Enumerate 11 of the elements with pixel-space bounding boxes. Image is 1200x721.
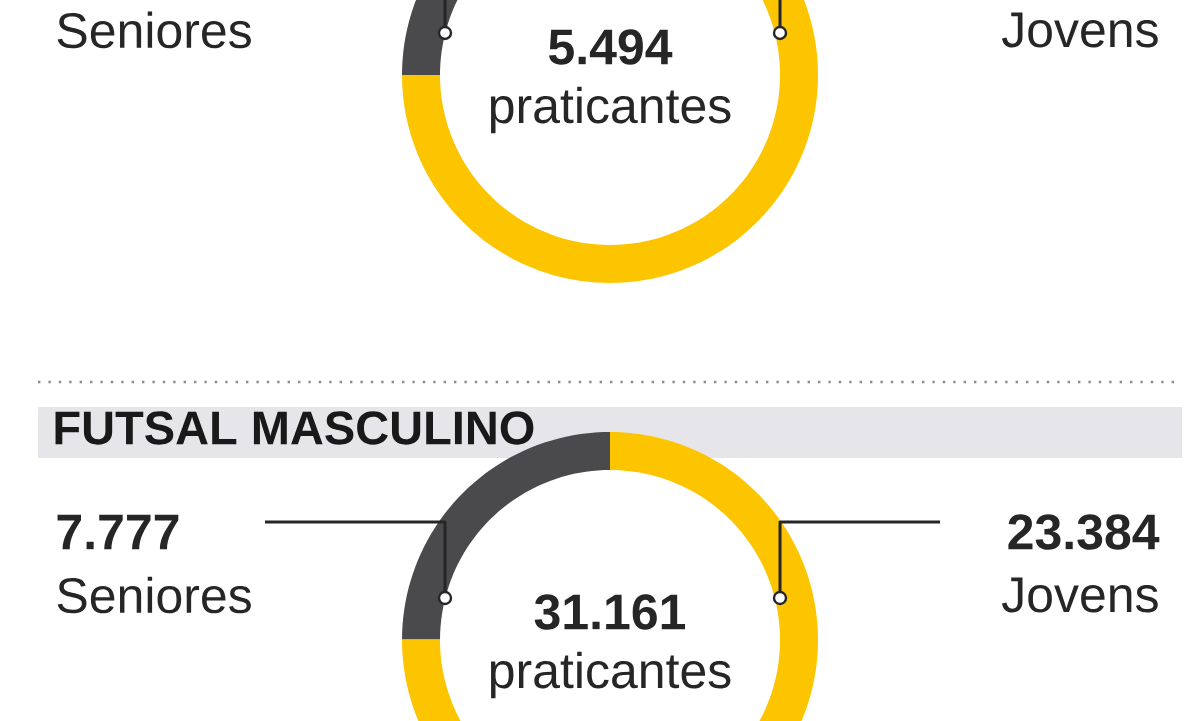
slice-label: Jovens — [1001, 577, 1158, 613]
slice-label: Seniores — [57, 11, 251, 49]
text: praticantes — [490, 651, 731, 699]
text: 5.494 — [548, 29, 673, 65]
data-label: 7.777 — [57, 514, 179, 550]
slice-label: Jovens — [1001, 12, 1158, 48]
text: praticantes — [490, 86, 731, 134]
text: 31.161 — [534, 594, 686, 630]
chart-title: FUTSAL MASCULINO — [55, 411, 534, 445]
slice-label: Seniores — [57, 576, 251, 614]
data-label: 23.384 — [1008, 514, 1160, 550]
